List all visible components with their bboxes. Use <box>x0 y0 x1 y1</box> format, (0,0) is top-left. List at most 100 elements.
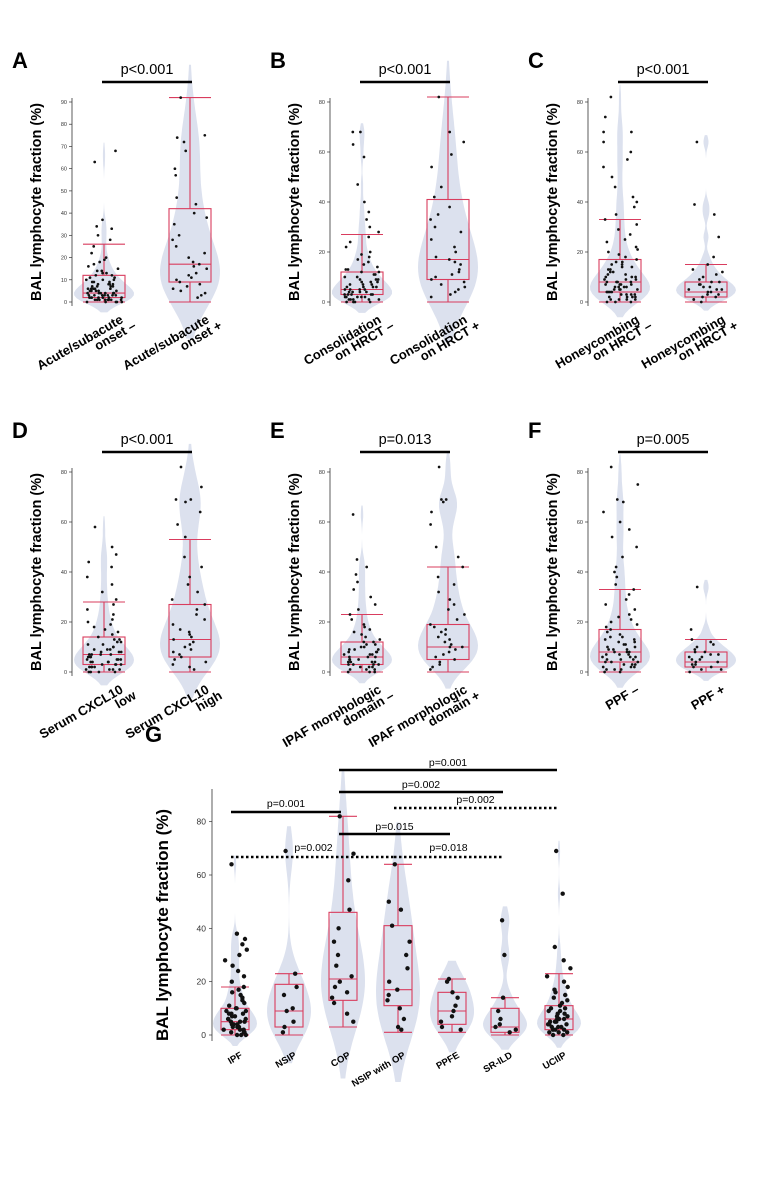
data-point <box>90 251 93 255</box>
boxplot <box>328 815 358 1028</box>
y-tick-label: 40 <box>319 200 325 206</box>
data-point <box>194 271 198 275</box>
data-point <box>175 196 179 199</box>
data-point <box>453 245 456 249</box>
data-point <box>106 660 110 664</box>
box-iqr <box>383 925 413 1007</box>
data-point <box>192 211 196 215</box>
data-point <box>364 635 367 639</box>
data-point <box>556 1016 562 1022</box>
data-point <box>545 1022 551 1027</box>
data-point <box>609 95 613 99</box>
data-point <box>373 643 377 646</box>
panel-g: G BAL lymphocyte fraction (%) 0 20 40 60 80 IPF… <box>145 722 581 1090</box>
data-point <box>429 295 433 299</box>
data-point <box>290 1006 295 1011</box>
data-point <box>280 1030 286 1035</box>
data-point <box>438 1019 444 1024</box>
data-point <box>606 645 609 649</box>
data-point <box>111 291 115 295</box>
data-point <box>457 288 460 291</box>
data-point <box>700 655 704 659</box>
data-point <box>110 633 114 636</box>
data-point <box>175 278 178 282</box>
data-point <box>633 645 637 649</box>
y-tick-label: 60 <box>577 150 583 156</box>
violin <box>332 123 392 313</box>
data-point <box>633 640 637 644</box>
data-point <box>461 565 465 569</box>
data-point <box>439 283 443 286</box>
y-tick-label: 60 <box>197 870 207 880</box>
boxplot <box>383 863 413 1033</box>
data-point <box>717 293 720 296</box>
p-value-label: p=0.005 <box>637 432 690 448</box>
data-point <box>444 633 447 636</box>
data-point <box>554 1019 559 1024</box>
data-point <box>561 979 567 984</box>
data-point <box>448 130 452 134</box>
violin <box>676 135 736 311</box>
data-point <box>88 665 91 669</box>
data-point <box>610 175 614 179</box>
data-point <box>624 255 627 259</box>
data-point <box>96 233 100 237</box>
data-point <box>347 907 352 912</box>
data-point <box>457 268 461 271</box>
data-point <box>241 974 247 979</box>
data-points <box>84 525 123 674</box>
data-point <box>194 202 198 206</box>
data-point <box>329 995 335 1000</box>
data-point <box>203 251 206 255</box>
data-point <box>429 238 433 241</box>
data-point <box>463 285 467 289</box>
data-point <box>372 640 375 644</box>
data-point <box>613 668 616 671</box>
data-point <box>442 653 445 656</box>
data-point <box>375 650 379 654</box>
data-point <box>434 255 438 259</box>
y-tick-label: 40 <box>197 923 207 933</box>
data-point <box>116 630 120 634</box>
data-point <box>89 287 93 291</box>
data-point <box>614 260 618 264</box>
y-tick-label: 80 <box>319 470 325 476</box>
data-point <box>634 278 638 281</box>
data-point <box>230 963 235 968</box>
data-point <box>438 660 442 664</box>
data-point <box>717 653 720 656</box>
data-point <box>715 288 719 291</box>
data-point <box>86 287 90 291</box>
data-point <box>701 295 704 299</box>
data-point <box>113 276 116 279</box>
data-point <box>120 296 123 299</box>
data-point <box>85 300 89 304</box>
data-point <box>86 643 90 646</box>
data-point <box>463 613 466 616</box>
data-point <box>458 1027 463 1032</box>
data-point <box>359 130 362 134</box>
data-point <box>371 293 374 296</box>
data-point <box>244 947 249 952</box>
data-point <box>444 979 450 984</box>
data-points <box>170 465 208 671</box>
data-point <box>188 665 191 669</box>
data-point <box>119 640 123 644</box>
data-point <box>604 653 608 656</box>
data-point <box>365 290 368 294</box>
data-point <box>603 115 607 119</box>
y-axis-label: BAL lymphocyte fraction (%) <box>545 103 561 301</box>
data-point <box>613 650 616 654</box>
data-point <box>92 262 96 266</box>
data-point <box>103 258 106 262</box>
data-point <box>345 300 348 304</box>
data-point <box>87 560 91 564</box>
data-point <box>377 230 380 234</box>
data-point <box>109 623 112 626</box>
data-point <box>89 670 93 674</box>
data-point <box>242 936 248 942</box>
data-point <box>174 498 178 501</box>
data-point <box>369 595 373 599</box>
